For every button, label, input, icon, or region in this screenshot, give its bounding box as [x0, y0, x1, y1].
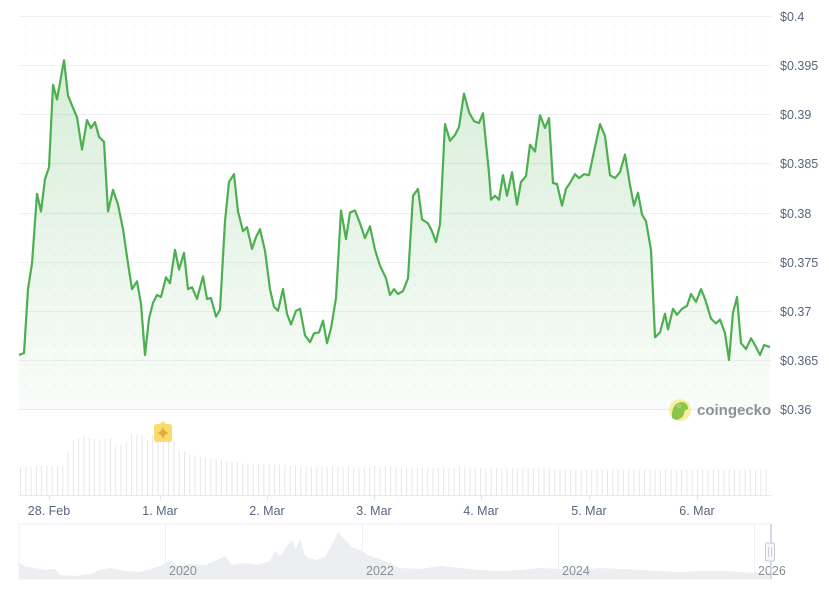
- y-tick-label: $0.39: [780, 108, 811, 122]
- sparkle-icon: [157, 427, 169, 439]
- y-tick-label: $0.36: [780, 403, 811, 417]
- x-tick-label: 4. Mar: [463, 504, 498, 518]
- time-navigator[interactable]: 2020 2022 2024 2026: [18, 523, 786, 580]
- price-area-fill: [19, 60, 770, 409]
- navigator-history-area: [19, 532, 771, 579]
- navigator-year-label: 2022: [366, 564, 394, 578]
- volume-bars[interactable]: [20, 434, 767, 495]
- navigator-year-labels: 2020 2022 2024 2026: [169, 564, 786, 578]
- coingecko-gecko-logo-icon: [669, 399, 691, 421]
- y-tick-label: $0.375: [780, 256, 818, 270]
- navigator-year-label: 2026: [758, 564, 786, 578]
- y-axis-labels: $0.4 $0.395 $0.39 $0.385 $0.38 $0.375 $0.37 $0.…: [780, 10, 818, 417]
- brand-name: coingecko: [697, 402, 771, 419]
- x-tick-label: 1. Mar: [142, 504, 177, 518]
- x-tick-label: 3. Mar: [356, 504, 391, 518]
- x-axis-labels: 28. Feb 1. Mar 2. Mar 3. Mar 4. Mar 5. Mar 6. …: [28, 495, 715, 518]
- y-tick-label: $0.385: [780, 157, 818, 171]
- y-tick-label: $0.395: [780, 59, 818, 73]
- y-tick-label: $0.365: [780, 354, 818, 368]
- coingecko-watermark: coingecko: [669, 399, 771, 421]
- x-tick-label: 6. Mar: [679, 504, 714, 518]
- y-tick-label: $0.38: [780, 207, 811, 221]
- navigator-year-label: 2024: [562, 564, 590, 578]
- y-tick-label: $0.4: [780, 10, 804, 24]
- x-tick-label: 5. Mar: [571, 504, 606, 518]
- event-marker[interactable]: [154, 421, 172, 442]
- navigator-year-label: 2020: [169, 564, 197, 578]
- navigator-drag-handle[interactable]: [765, 542, 775, 562]
- price-line[interactable]: [18, 59, 771, 361]
- y-tick-label: $0.37: [780, 305, 811, 319]
- x-tick-label: 2. Mar: [249, 504, 284, 518]
- x-tick-label: 28. Feb: [28, 504, 70, 518]
